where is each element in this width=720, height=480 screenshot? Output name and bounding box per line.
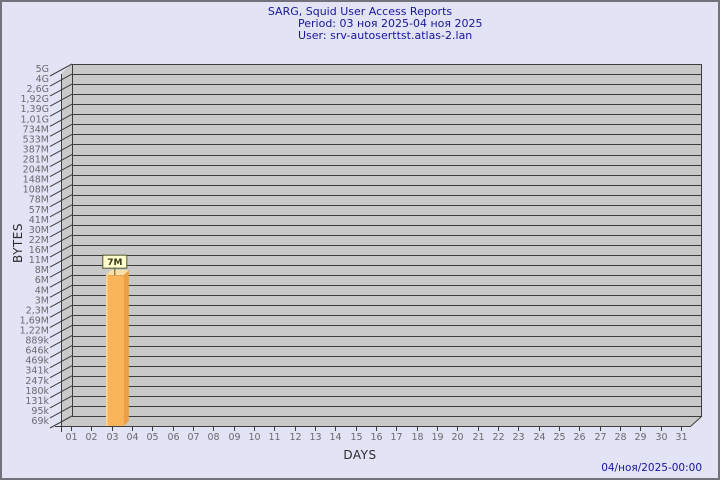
y-tick-label: 281M [23,155,49,166]
y-tick-label: 1,22M [20,325,49,336]
x-tick-label: 14 [329,432,341,443]
x-tick-label: 23 [512,432,524,443]
x-tick-label: 22 [492,432,504,443]
x-tick-label: 10 [248,432,260,443]
y-tick-label: 2,3M [26,305,49,316]
y-tick-label: 734M [23,124,49,135]
x-tick-label: 29 [634,432,646,443]
y-tick-label: 5G [36,64,49,75]
y-tick-label: 57M [29,205,49,216]
y-tick-label: 204M [23,165,49,176]
y-tick-label: 387M [23,144,49,155]
bar-side-face [123,270,129,426]
y-tick-label: 4G [36,74,49,85]
y-tick-label: 1,92G [20,94,49,105]
x-axis-title: DAYS [343,448,377,462]
y-tick-label: 30M [29,225,49,236]
x-axis [55,415,703,432]
y-tick-labels: 5G4G2,6G1,92G1,39G1,01G734M533M387M281M2… [20,64,50,427]
y-tick-label: 341k [25,366,49,377]
y-tick-label: 646k [25,346,49,357]
y-axis-title: BYTES [11,223,25,263]
y-tick-label: 16M [29,245,49,256]
grid-lines [49,63,702,429]
y-tick-label: 8M [35,265,49,276]
x-tick-label: 12 [289,432,301,443]
y-tick-label: 78M [29,195,49,206]
y-tick-label: 1,39G [20,104,49,115]
bar-value-label: 7M [107,258,122,268]
x-tick-label: 18 [411,432,423,443]
y-tick-label: 533M [23,134,49,145]
y-tick-label: 889k [25,336,49,347]
y-tick-label: 469k [25,356,49,367]
report-title: SARG, Squid User Access Reports [267,5,453,18]
x-tick-label: 11 [268,432,280,443]
y-tick-label: 69k [31,416,49,427]
x-tick-label: 01 [65,432,77,443]
bar-day-03 [105,275,124,426]
x-tick-label: 07 [187,432,199,443]
y-tick-label: 1,69M [20,315,49,326]
x-tick-label: 08 [207,432,219,443]
y-tick-label: 247k [25,376,49,387]
x-tick-label: 17 [390,432,402,443]
x-tick-label: 09 [228,432,240,443]
x-tick-label: 15 [350,432,362,443]
x-tick-label: 27 [594,432,606,443]
x-tick-label: 19 [431,432,443,443]
plot-surfaces [61,64,702,426]
x-tick-label: 26 [573,432,585,443]
y-tick-label: 11M [29,255,49,266]
report-period: Period: 03 ноя 2025-04 ноя 2025 [298,17,483,30]
x-tick-label: 05 [146,432,158,443]
y-tick-label: 108M [23,185,49,196]
y-tick-label: 148M [23,175,49,186]
x-tick-label: 21 [472,432,484,443]
y-tick-label: 3M [35,295,49,306]
bar-value-annotations: 7M [102,254,128,276]
y-tick-label: 95k [31,406,49,417]
y-tick-label: 180k [25,386,49,397]
report-timestamp: 04/ноя/2025-00:00 [601,462,702,474]
x-tick-label: 30 [655,432,667,443]
x-tick-label: 20 [451,432,463,443]
bar-top-face [105,270,129,276]
x-tick-label: 25 [553,432,565,443]
bars [105,270,129,426]
y-tick-label: 131k [25,396,49,407]
x-tick-labels: 01 02 03 04 05 06 07 08 09 10 11 12 13 14 15 16 17 18 19 20… [65,432,687,443]
y-tick-label: 41M [29,215,49,226]
report-user: User: srv-autoserttst.atlas-2.lan [298,29,473,42]
x-tick-label: 28 [614,432,626,443]
x-tick-label: 03 [106,432,118,443]
bar-value-box [102,254,128,269]
y-tick-label: 1,01G [20,114,49,125]
x-tick-label: 31 [675,432,687,443]
y-tick-label: 22M [29,235,49,246]
x-tick-label: 02 [85,432,97,443]
plot-edges [61,64,702,431]
x-tick-label: 13 [309,432,321,443]
y-tick-label: 4M [35,285,49,296]
y-tick-label: 2,6G [27,84,49,95]
y-tick-label: 6M [35,275,49,286]
x-tick-label: 24 [533,432,545,443]
x-tick-label: 04 [126,432,138,443]
x-tick-label: 16 [370,432,382,443]
x-tick-label: 06 [167,432,179,443]
